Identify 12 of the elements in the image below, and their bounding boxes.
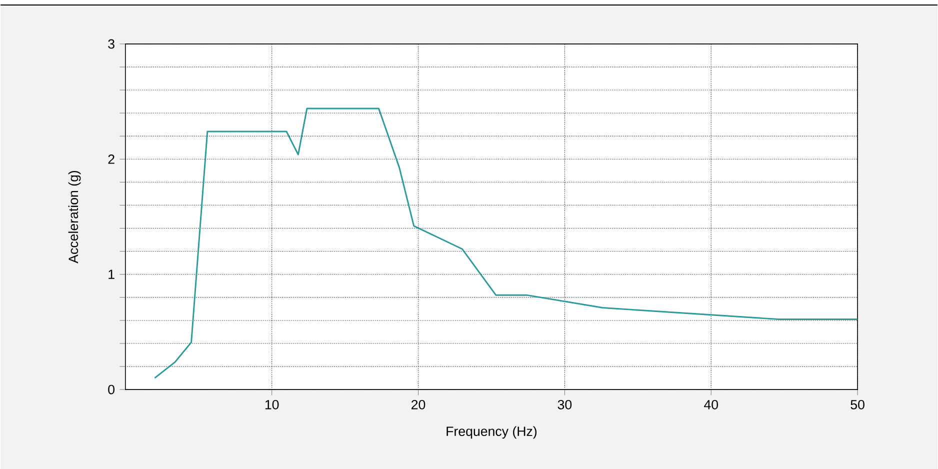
y-tick-label: 2 xyxy=(108,154,114,164)
x-tick-label: 30 xyxy=(558,400,572,410)
x-tick-label: 10 xyxy=(265,400,279,410)
y-tick-label: 3 xyxy=(108,39,114,48)
x-axis-title: Frequency (Hz) xyxy=(446,426,537,438)
x-tick-label: 20 xyxy=(412,400,426,410)
x-tick-label: 40 xyxy=(704,400,718,410)
y-tick-label: 0 xyxy=(108,384,114,394)
line-series xyxy=(154,108,858,379)
y-axis-title: Acceleration (g) xyxy=(68,170,81,264)
y-tick-label: 1 xyxy=(108,270,114,279)
x-tick-label: 50 xyxy=(850,400,864,410)
